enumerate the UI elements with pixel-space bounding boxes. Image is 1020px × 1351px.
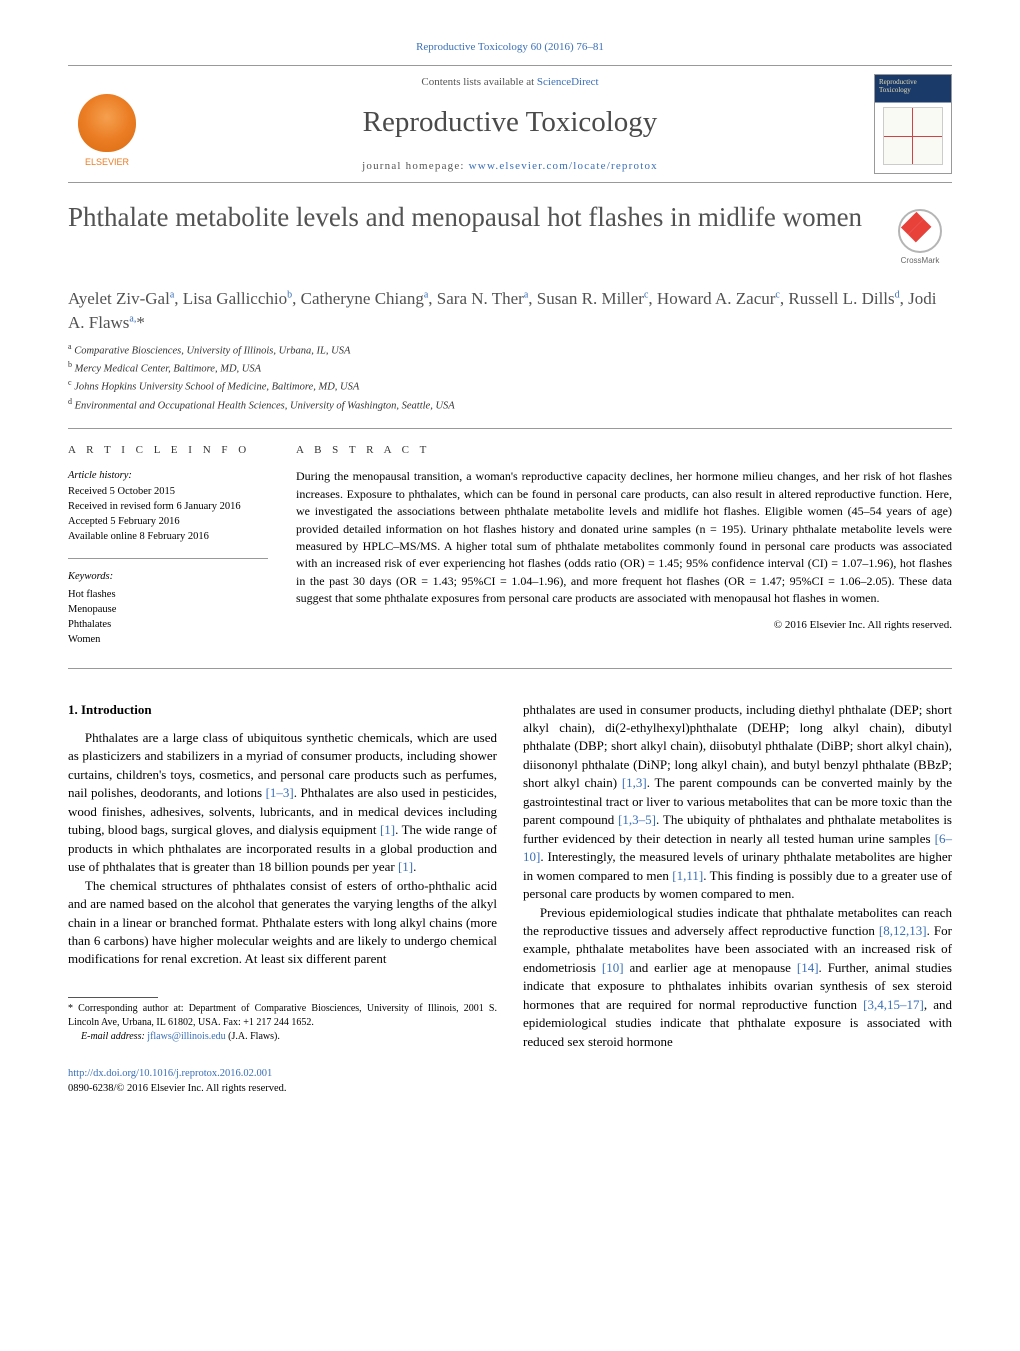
history-label: Article history: — [68, 468, 268, 483]
affiliations-block: a Comparative Biosciences, University of… — [68, 341, 952, 414]
keyword: Menopause — [68, 602, 268, 617]
corresponding-email-link[interactable]: jflaws@illinois.edu — [147, 1031, 225, 1042]
keyword: Women — [68, 632, 268, 647]
history-line: Accepted 5 February 2016 — [68, 514, 268, 529]
body-paragraph: The chemical structures of phthalates co… — [68, 877, 497, 969]
crossmark-icon — [898, 209, 942, 253]
contents-available-line: Contents lists available at ScienceDirec… — [156, 75, 864, 90]
abstract-text: During the menopausal transition, a woma… — [296, 468, 952, 607]
corresponding-author-note: * Corresponding author at: Department of… — [68, 1002, 497, 1044]
journal-cover-thumbnail — [874, 74, 952, 174]
article-title: Phthalate metabolite levels and menopaus… — [68, 201, 872, 235]
body-text: 1. Introduction Phthalates are a large c… — [68, 701, 952, 1052]
copyright-line: © 2016 Elsevier Inc. All rights reserved… — [296, 618, 952, 633]
ref-link[interactable]: [1,3] — [622, 775, 647, 790]
corr-text: * Corresponding author at: Department of… — [68, 1002, 497, 1030]
crossmark-badge[interactable]: CrossMark — [888, 205, 952, 269]
ref-link[interactable]: [1,11] — [672, 868, 703, 883]
keywords-block: Keywords: Hot flashes Menopause Phthalat… — [68, 569, 268, 647]
abstract-head: a b s t r a c t — [296, 443, 952, 458]
journal-name: Reproductive Toxicology — [156, 102, 864, 143]
body-paragraph: phthalates are used in consumer products… — [523, 701, 952, 904]
elsevier-tree-icon — [78, 94, 136, 152]
footnote-separator — [68, 997, 158, 998]
journal-header-bar: ELSEVIER Contents lists available at Sci… — [68, 65, 952, 183]
section-heading-introduction: 1. Introduction — [68, 701, 497, 719]
header-citation: Reproductive Toxicology 60 (2016) 76–81 — [68, 40, 952, 55]
keyword: Phthalates — [68, 617, 268, 632]
article-info-head: a r t i c l e i n f o — [68, 443, 268, 458]
email-suffix: (J.A. Flaws). — [226, 1031, 280, 1042]
keyword: Hot flashes — [68, 587, 268, 602]
divider — [68, 558, 268, 559]
ref-link[interactable]: [1–3] — [266, 785, 294, 800]
ref-link[interactable]: [1,3–5] — [618, 812, 656, 827]
doi-block: http://dx.doi.org/10.1016/j.reprotox.201… — [68, 1067, 952, 1096]
history-line: Available online 8 February 2016 — [68, 529, 268, 544]
elsevier-label: ELSEVIER — [85, 156, 129, 169]
divider — [68, 668, 952, 669]
ref-link[interactable]: [1] — [380, 822, 395, 837]
doi-link[interactable]: http://dx.doi.org/10.1016/j.reprotox.201… — [68, 1068, 272, 1079]
author-list: Ayelet Ziv-Gala, Lisa Gallicchiob, Cathe… — [68, 287, 952, 335]
email-label: E-mail address: — [81, 1031, 147, 1042]
history-line: Received 5 October 2015 — [68, 484, 268, 499]
crossmark-label: CrossMark — [901, 255, 940, 266]
issn-copyright: 0890-6238/© 2016 Elsevier Inc. All right… — [68, 1083, 287, 1094]
history-line: Received in revised form 6 January 2016 — [68, 499, 268, 514]
ref-link[interactable]: [14] — [797, 960, 819, 975]
ref-link[interactable]: [3,4,15–17] — [863, 997, 924, 1012]
divider — [68, 428, 952, 429]
journal-homepage-link[interactable]: www.elsevier.com/locate/reprotox — [469, 160, 658, 172]
ref-link[interactable]: [10] — [602, 960, 624, 975]
ref-link[interactable]: [6–10] — [523, 831, 952, 864]
article-history-block: Article history: Received 5 October 2015… — [68, 468, 268, 544]
ref-link[interactable]: [1] — [398, 859, 413, 874]
elsevier-logo: ELSEVIER — [68, 80, 146, 168]
ref-link[interactable]: [8,12,13] — [879, 923, 927, 938]
body-paragraph: Previous epidemiological studies indicat… — [523, 904, 952, 1052]
sciencedirect-link[interactable]: ScienceDirect — [537, 76, 599, 88]
keywords-label: Keywords: — [68, 569, 268, 584]
body-paragraph: Phthalates are a large class of ubiquito… — [68, 729, 497, 877]
journal-homepage-line: journal homepage: www.elsevier.com/locat… — [156, 159, 864, 174]
